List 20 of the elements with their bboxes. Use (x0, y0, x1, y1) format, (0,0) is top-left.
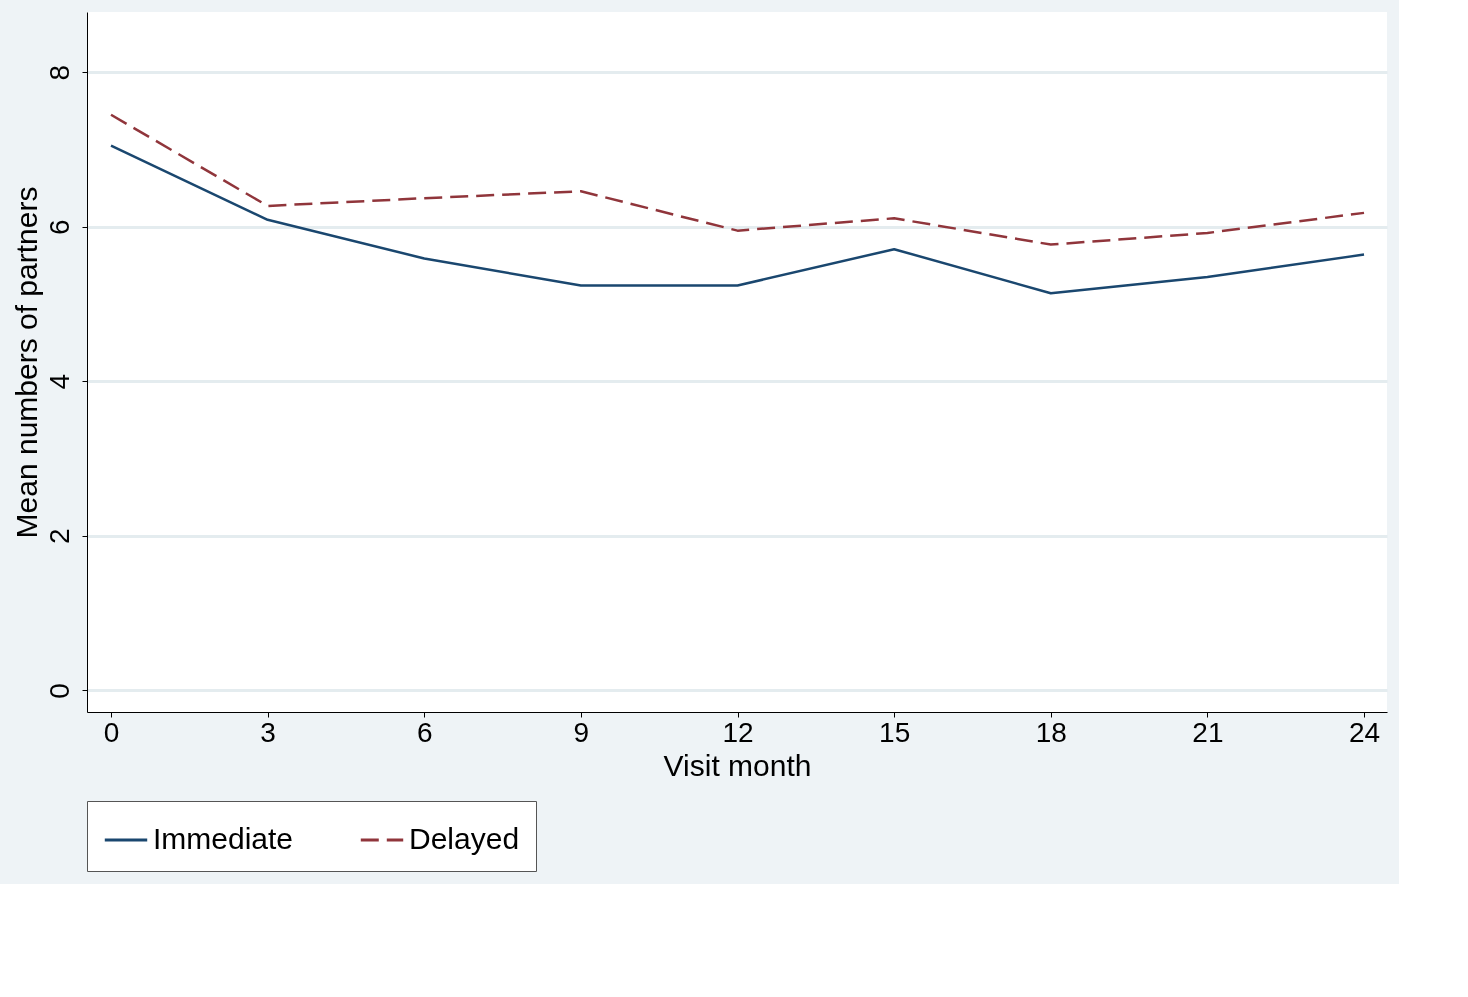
legend-label: Delayed (409, 822, 520, 855)
x-tick-label: 6 (416, 716, 433, 748)
legend-label: Immediate (153, 822, 294, 855)
x-tick-label: 0 (103, 716, 120, 748)
y-tick-label: 6 (43, 219, 75, 236)
line-series (109, 144, 1366, 295)
y-tick-label: 4 (43, 374, 75, 390)
x-tick-label: 9 (573, 716, 590, 748)
x-tick-label: 18 (1035, 716, 1067, 748)
x-tick-label: 21 (1192, 716, 1224, 748)
x-tick-label: 12 (722, 716, 754, 748)
y-tick-label: 0 (43, 683, 75, 699)
y-tick-label: 8 (43, 64, 75, 81)
y-axis-title: Mean numbers of partners (9, 186, 43, 539)
x-tick-label: 3 (260, 716, 276, 748)
line-series (109, 113, 1366, 246)
x-tick-label: 15 (879, 716, 911, 748)
x-tick-label: 24 (1348, 716, 1381, 748)
x-axis-title: Visit month (663, 748, 812, 782)
y-tick-label: 2 (43, 528, 75, 545)
